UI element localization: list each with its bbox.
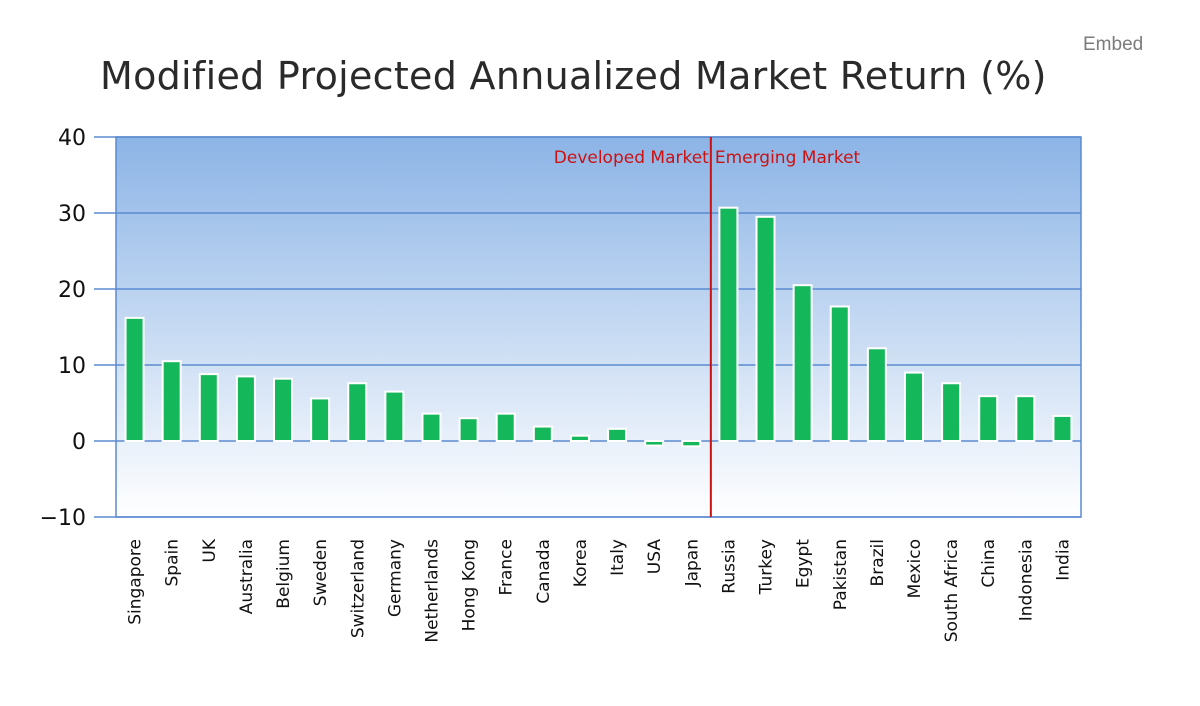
x-tick-label: Sweden xyxy=(311,539,331,606)
embed-link[interactable]: Embed xyxy=(1083,34,1144,55)
x-tick-label: India xyxy=(1053,539,1073,581)
bar xyxy=(161,360,182,443)
y-tick-label: −10 xyxy=(40,506,86,531)
bar xyxy=(903,371,924,443)
bar xyxy=(458,417,479,443)
x-tick-label: Korea xyxy=(571,539,591,587)
bar xyxy=(681,440,702,448)
y-tick-label: 0 xyxy=(72,430,86,455)
x-tick-label: Singapore xyxy=(126,539,146,625)
bar xyxy=(644,440,665,447)
x-tick-label: USA xyxy=(645,539,665,575)
x-tick-label: Switzerland xyxy=(348,539,368,638)
bar xyxy=(495,412,516,443)
bar xyxy=(273,377,294,442)
x-tick-label: Mexico xyxy=(905,539,925,598)
bar xyxy=(198,373,219,442)
x-tick-label: Germany xyxy=(385,539,405,617)
emerging-market-label: Emerging Market xyxy=(715,148,861,168)
x-tick-label: France xyxy=(497,539,517,596)
x-tick-label: Australia xyxy=(237,539,257,614)
bar xyxy=(607,427,628,442)
plot-border xyxy=(115,136,1082,518)
plot-background xyxy=(116,137,1081,517)
bar xyxy=(1052,414,1073,443)
y-tick-label: 40 xyxy=(58,126,86,151)
bar xyxy=(866,347,887,442)
bar xyxy=(978,395,999,443)
chart-title: Modified Projected Annualized Market Ret… xyxy=(100,54,1047,98)
x-tick-label: Japan xyxy=(682,539,702,587)
x-tick-label: South Africa xyxy=(942,539,962,642)
x-tick-label: Brazil xyxy=(868,539,888,586)
bar xyxy=(1015,395,1036,443)
bar xyxy=(941,382,962,442)
bar xyxy=(235,375,256,442)
bar xyxy=(792,284,813,443)
x-tick-label: Russia xyxy=(719,539,739,594)
bar xyxy=(124,316,145,443)
bar xyxy=(755,215,776,442)
bar xyxy=(532,425,553,442)
y-tick-label: 10 xyxy=(58,354,86,379)
bar xyxy=(347,382,368,442)
x-tick-label: Italy xyxy=(608,539,628,576)
bar xyxy=(384,390,405,443)
bar xyxy=(421,412,442,443)
bar xyxy=(310,397,331,443)
x-tick-label: Egypt xyxy=(794,539,814,588)
bar xyxy=(829,305,850,443)
bar xyxy=(569,434,590,442)
x-tick-label: Netherlands xyxy=(422,539,442,643)
x-tick-label: Belgium xyxy=(274,539,294,609)
developed-market-label: Developed Market xyxy=(554,148,709,168)
x-tick-label: UK xyxy=(200,538,220,562)
x-tick-label: Pakistan xyxy=(831,539,851,610)
x-tick-label: Turkey xyxy=(757,539,777,595)
x-tick-label: Canada xyxy=(534,539,554,604)
x-tick-label: Indonesia xyxy=(1016,539,1036,621)
x-tick-label: Hong Kong xyxy=(460,539,480,631)
y-tick-label: 30 xyxy=(58,202,86,227)
x-tick-label: Spain xyxy=(163,539,183,587)
x-tick-label: China xyxy=(979,539,999,588)
bar xyxy=(718,206,739,442)
y-tick-label: 20 xyxy=(58,278,86,303)
